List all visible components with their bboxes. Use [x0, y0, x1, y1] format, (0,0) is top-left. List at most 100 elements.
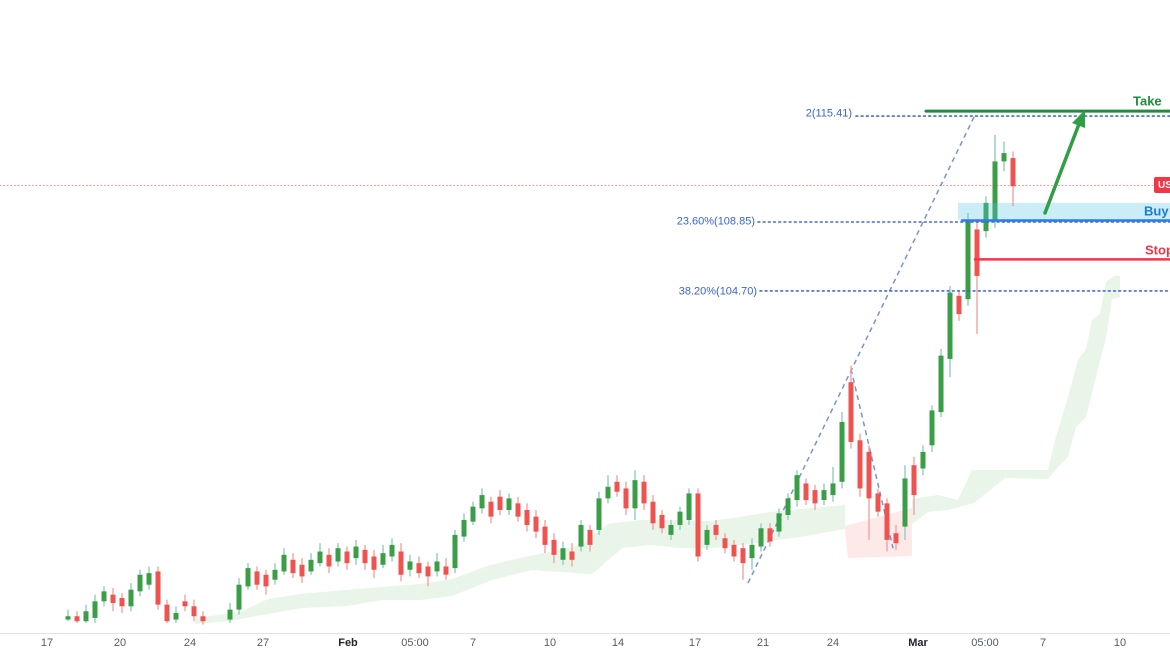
candle-body: [551, 539, 557, 555]
candle-body: [992, 161, 998, 222]
ichimoku-cloud-bullish: [912, 470, 1048, 524]
candle-body: [812, 490, 818, 504]
candle-body: [524, 510, 530, 525]
candle-body: [803, 483, 809, 501]
candle-body: [974, 229, 980, 276]
fib-extension-label[interactable]: 2(115.41): [805, 107, 852, 120]
candle-body: [281, 554, 287, 572]
fib-236-label[interactable]: 23.60%(108.85): [676, 215, 755, 228]
candle-body: [92, 601, 98, 618]
candle-body: [659, 514, 665, 529]
buy-zone[interactable]: [958, 202, 1170, 220]
candle-body: [857, 440, 863, 489]
candle-body: [929, 410, 935, 446]
candle-body: [452, 534, 458, 569]
x-axis-label: 10: [543, 637, 557, 649]
candle-body: [434, 561, 440, 572]
candle-body: [947, 292, 953, 359]
impulse-trendline[interactable]: [747, 114, 976, 584]
candle-body: [713, 524, 719, 535]
candle-body: [101, 591, 107, 602]
candle-body: [74, 616, 80, 622]
candle-body: [479, 495, 485, 509]
candle-body: [650, 501, 656, 524]
candle-body: [884, 503, 890, 540]
stop-loss-label[interactable]: Stop: [1145, 242, 1170, 258]
candle-body: [830, 483, 836, 496]
x-axis-label: 27: [256, 637, 270, 649]
candle-body: [236, 584, 242, 610]
candle-body: [425, 566, 431, 577]
candle-body: [272, 569, 278, 580]
candle-body: [344, 551, 350, 564]
candle-body: [794, 475, 800, 501]
candle-body: [497, 496, 503, 511]
candle-body: [191, 606, 197, 617]
candle-body: [506, 498, 512, 511]
candle-body: [596, 498, 602, 530]
candle-body: [470, 506, 476, 522]
x-axis-line: [0, 633, 1170, 634]
candle-body: [677, 511, 683, 525]
candle-body: [893, 533, 899, 544]
x-axis-label: 7: [469, 637, 477, 649]
candle-body: [182, 601, 188, 607]
x-axis-label: 17: [688, 637, 702, 649]
ichimoku-cloud-bearish: [845, 508, 912, 558]
candle-body: [686, 493, 692, 520]
candle-body: [173, 612, 179, 620]
candle-body: [353, 546, 359, 559]
candle-body: [1001, 153, 1007, 162]
take-profit-label[interactable]: Take: [1133, 93, 1162, 109]
candle-body: [380, 553, 386, 565]
candle-body: [605, 486, 611, 499]
candle-body: [488, 501, 494, 517]
candle-body: [371, 556, 377, 570]
candle-body: [641, 481, 647, 504]
candle-body: [1010, 158, 1016, 187]
candle-body: [695, 493, 701, 557]
candle-body: [200, 616, 206, 622]
x-axis-label: 10: [1113, 637, 1127, 649]
candle-body: [920, 451, 926, 469]
candle-body: [731, 544, 737, 557]
candle-body: [416, 563, 422, 574]
candle-body: [326, 554, 332, 567]
ichimoku-cloud-bullish: [195, 505, 845, 624]
candle-body: [542, 526, 548, 545]
x-axis-label: 7: [1039, 637, 1047, 649]
candle-body: [704, 529, 710, 545]
ichimoku-cloud-bullish: [1048, 276, 1120, 479]
projection-arrow[interactable]: [1043, 110, 1085, 215]
candle-body: [155, 571, 161, 605]
x-axis-label: 05:00: [971, 637, 999, 649]
candle-body: [965, 221, 971, 300]
x-axis-label: 24: [183, 637, 197, 649]
ichimoku-cloud: [195, 276, 1120, 624]
level-lines: [0, 109, 1170, 292]
candle-body: [758, 528, 764, 547]
x-axis-label: 17: [40, 637, 54, 649]
candle-body: [299, 564, 305, 577]
candle-body: [785, 498, 791, 515]
candle-body: [227, 609, 233, 620]
candle-body: [749, 544, 755, 559]
candle-body: [767, 528, 773, 542]
x-axis-label: 20: [113, 637, 127, 649]
candle-body: [587, 529, 593, 545]
candle-body: [533, 516, 539, 532]
candle-body: [632, 480, 638, 509]
candle-body: [245, 568, 251, 587]
candle-body: [254, 571, 260, 585]
candle-body: [668, 524, 674, 535]
fib-382-label[interactable]: 38.20%(104.70): [678, 285, 757, 298]
arrow-shaft: [1043, 122, 1081, 215]
candle-body: [740, 548, 746, 564]
candle-body: [866, 451, 872, 499]
buy-zone-label[interactable]: Buy: [1144, 203, 1169, 219]
candle-body: [443, 566, 449, 575]
candle-body: [290, 559, 296, 574]
candle-body: [821, 490, 827, 501]
